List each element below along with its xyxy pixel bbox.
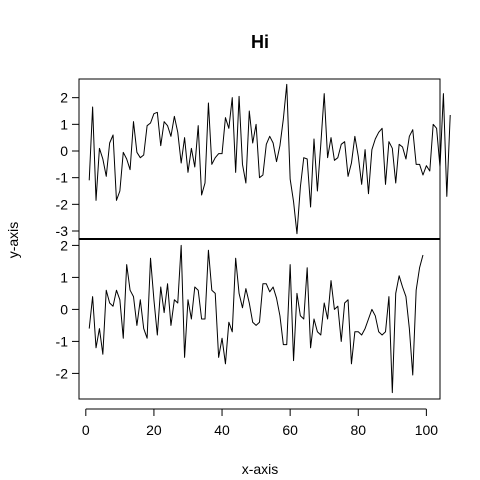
y-tick-label: -1 (56, 170, 69, 186)
x-tick-label: 0 (82, 422, 90, 438)
panel-2-y-axis: -2 -1 0 1 2 (56, 237, 80, 381)
x-tick-label: 20 (146, 422, 162, 438)
x-axis: 0 20 40 60 80 100 (82, 408, 439, 438)
x-tick-label: 100 (415, 422, 439, 438)
y-tick-label: -2 (56, 365, 69, 381)
y-tick-label: 0 (60, 143, 68, 159)
x-tick-label: 60 (282, 422, 298, 438)
chart-title: Hi (251, 32, 269, 52)
y-tick-label: -3 (56, 223, 69, 239)
panel-2: -2 -1 0 1 2 (56, 237, 424, 394)
y-tick-label: 0 (60, 301, 68, 317)
panel-1-series-line (88, 83, 451, 235)
y-tick-label: -1 (56, 333, 69, 349)
panel-2-series-line (88, 244, 424, 394)
panels: -3 -2 -1 0 1 2 -2 -1 0 1 2 (56, 83, 451, 394)
y-tick-label: 2 (60, 237, 68, 253)
x-tick-label: 80 (350, 422, 366, 438)
panel-1-y-axis: -3 -2 -1 0 1 2 (56, 90, 80, 239)
x-tick-label: 40 (214, 422, 230, 438)
y-tick-label: -2 (56, 196, 69, 212)
panel-1: -3 -2 -1 0 1 2 (56, 83, 451, 239)
y-tick-label: 1 (60, 116, 68, 132)
y-tick-label: 1 (60, 269, 68, 285)
y-axis-label: y-axis (5, 222, 21, 259)
x-axis-label: x-axis (242, 461, 279, 477)
y-tick-label: 2 (60, 90, 68, 106)
